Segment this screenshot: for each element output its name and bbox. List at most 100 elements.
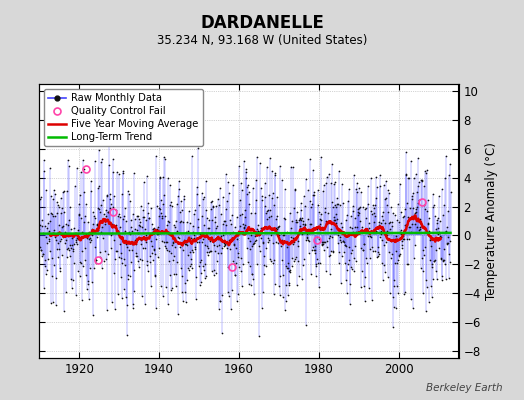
- Point: [184, 265, 192, 271]
- Point: [133, 253, 141, 260]
- Point: [271, 280, 279, 287]
- Point: [59, 188, 68, 194]
- Point: [264, 207, 272, 213]
- Point: [205, 225, 214, 231]
- Point: [52, 246, 61, 252]
- Point: [444, 172, 453, 178]
- Point: [103, 193, 111, 200]
- Point: [343, 261, 352, 267]
- Point: [236, 179, 245, 186]
- Point: [56, 268, 64, 274]
- Point: [175, 178, 183, 184]
- Point: [119, 213, 128, 219]
- Point: [146, 252, 155, 259]
- Point: [293, 219, 301, 226]
- Point: [47, 300, 55, 306]
- Point: [147, 237, 155, 244]
- Point: [249, 240, 258, 246]
- Point: [339, 238, 347, 244]
- Point: [105, 191, 114, 197]
- Point: [352, 186, 360, 192]
- Point: [280, 231, 288, 238]
- Point: [236, 222, 245, 229]
- Point: [209, 204, 217, 210]
- Point: [208, 217, 216, 223]
- Point: [80, 219, 88, 226]
- Point: [46, 218, 54, 224]
- Point: [148, 221, 156, 228]
- Point: [410, 254, 418, 261]
- Point: [214, 236, 222, 242]
- Point: [191, 245, 200, 252]
- Point: [252, 237, 260, 243]
- Point: [187, 261, 195, 268]
- Point: [377, 228, 386, 234]
- Point: [118, 295, 126, 301]
- Point: [330, 181, 338, 187]
- Point: [255, 333, 263, 340]
- Point: [58, 252, 67, 259]
- Point: [389, 209, 397, 216]
- Point: [280, 238, 289, 244]
- Point: [62, 237, 70, 244]
- Point: [179, 246, 188, 253]
- Point: [42, 234, 50, 241]
- Point: [68, 242, 77, 248]
- Point: [330, 217, 339, 224]
- Point: [168, 285, 177, 292]
- Point: [41, 257, 49, 264]
- Point: [48, 255, 56, 261]
- Point: [81, 212, 90, 219]
- Point: [181, 280, 189, 286]
- Point: [201, 275, 210, 281]
- Point: [436, 233, 444, 239]
- Point: [355, 204, 363, 211]
- Point: [379, 217, 387, 223]
- Point: [198, 190, 206, 196]
- Point: [371, 248, 379, 254]
- Point: [240, 224, 248, 231]
- Point: [351, 224, 359, 230]
- Point: [142, 217, 150, 223]
- Point: [145, 215, 153, 221]
- Point: [234, 253, 243, 260]
- Point: [290, 187, 299, 193]
- Point: [222, 206, 231, 212]
- Point: [341, 242, 349, 248]
- Point: [332, 220, 340, 226]
- Point: [171, 236, 179, 242]
- Point: [190, 232, 198, 238]
- Point: [350, 172, 358, 178]
- Point: [79, 157, 87, 164]
- Point: [363, 228, 371, 235]
- Point: [171, 224, 180, 231]
- Point: [85, 296, 93, 302]
- Point: [201, 261, 209, 267]
- Point: [369, 227, 377, 233]
- Point: [316, 216, 324, 222]
- Point: [434, 215, 442, 221]
- Point: [113, 248, 121, 255]
- Point: [421, 244, 429, 250]
- Point: [270, 169, 279, 176]
- Point: [370, 205, 378, 211]
- Point: [149, 247, 158, 254]
- Point: [363, 260, 372, 266]
- Point: [219, 194, 227, 200]
- Point: [443, 241, 451, 248]
- Point: [130, 237, 139, 243]
- Point: [376, 183, 385, 189]
- Point: [335, 249, 344, 255]
- Point: [242, 169, 250, 176]
- Point: [310, 247, 318, 253]
- Point: [56, 238, 64, 244]
- Point: [445, 161, 454, 167]
- Point: [413, 189, 421, 196]
- Point: [61, 240, 69, 247]
- Point: [72, 234, 81, 241]
- Point: [347, 264, 355, 270]
- Point: [363, 227, 371, 233]
- Point: [441, 261, 449, 268]
- Point: [357, 228, 366, 234]
- Point: [236, 196, 244, 203]
